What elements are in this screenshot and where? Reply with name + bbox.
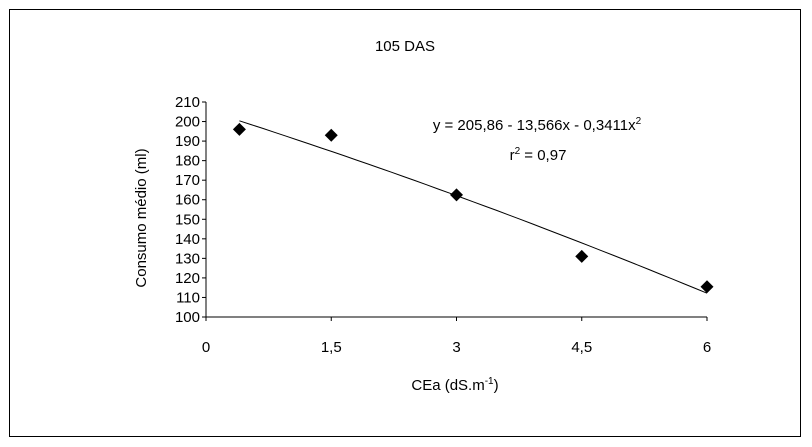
- trend-equation-sup: 2: [636, 116, 642, 127]
- data-point: [324, 128, 338, 142]
- data-point: [575, 249, 589, 263]
- y-tick-label: 110: [176, 289, 200, 306]
- r-squared-sup: 2: [515, 146, 521, 157]
- y-tick-label: 190: [175, 133, 200, 150]
- chart-title: 105 DAS: [375, 38, 435, 55]
- x-tick-label: 0: [202, 339, 210, 356]
- trend-equation: y = 205,86 - 13,566x - 0,3411x2: [433, 116, 642, 134]
- y-tick-label: 150: [175, 211, 200, 228]
- r-squared-value: = 0,97: [520, 147, 566, 164]
- data-point: [700, 280, 714, 294]
- y-axis-label: Consumo médio (ml): [133, 148, 150, 287]
- x-tick-label: 6: [703, 339, 711, 356]
- y-tick-label: 130: [175, 250, 200, 267]
- trend-equation-text: y = 205,86 - 13,566x - 0,3411x: [433, 117, 636, 134]
- y-tick-label: 210: [175, 94, 200, 111]
- trendline: [239, 120, 708, 294]
- y-tick-label: 140: [175, 231, 200, 248]
- y-tick-label: 200: [175, 114, 200, 131]
- y-tick-label: 160: [175, 192, 200, 209]
- x-axis-label-base: CEa (dS.m: [411, 377, 484, 394]
- x-tick-label: 1,5: [321, 339, 342, 356]
- data-point: [450, 188, 463, 202]
- r-squared-label: r2 = 0,97: [510, 146, 567, 164]
- data-point: [232, 122, 246, 136]
- x-axis-label-sup: -1: [485, 376, 494, 387]
- chart-frame: [9, 9, 801, 437]
- x-axis-label-tail: ): [494, 377, 499, 394]
- y-tick-label: 170: [175, 172, 200, 189]
- x-axis-label: CEa (dS.m-1): [411, 376, 498, 394]
- y-tick-label: 180: [175, 153, 200, 170]
- y-tick-label: 100: [175, 309, 200, 326]
- y-tick-label: 120: [175, 270, 200, 287]
- x-tick-label: 3: [452, 339, 460, 356]
- x-tick-label: 4,5: [571, 339, 592, 356]
- r-squared-prefix: r: [510, 147, 515, 164]
